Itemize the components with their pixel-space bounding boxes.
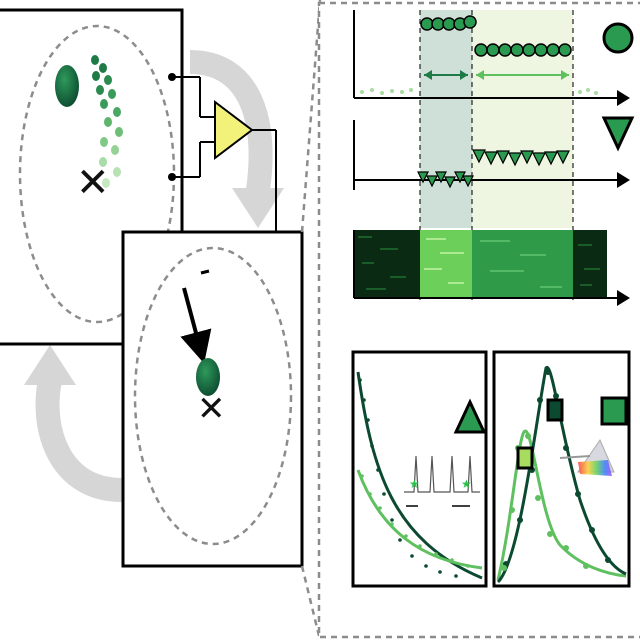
cross-icon: ✕ — [197, 389, 226, 429]
cell-blob — [55, 65, 79, 107]
band-light — [472, 10, 573, 228]
triangle-trace — [353, 120, 630, 190]
connector-line-bottom — [300, 565, 322, 640]
kymograph — [353, 230, 630, 306]
prism-icon — [559, 438, 615, 476]
tracking-arrow — [180, 287, 212, 364]
field-panel-2: ✕ — [121, 230, 304, 568]
square-marker — [516, 446, 534, 470]
triangle-down-marker — [601, 116, 635, 152]
analysis-region: ★ ★ — [317, 1, 640, 639]
circle-marker — [602, 22, 634, 54]
triangle-marker-group — [417, 149, 570, 189]
molecule-track — [91, 55, 123, 188]
cell-blob-2 — [196, 358, 220, 396]
circle-marker-group — [420, 15, 572, 57]
field-of-view-circle-2 — [133, 246, 293, 546]
pulse-train — [404, 455, 480, 493]
loop-arrow-bottom-head — [24, 345, 76, 385]
loop-arrow-top-head — [232, 188, 284, 228]
band-dark — [420, 10, 472, 228]
triangle-up-marker — [453, 398, 487, 434]
baseline-dots — [360, 88, 598, 95]
connector-line-top — [300, 0, 322, 233]
feedback-loop-arrows — [24, 50, 284, 502]
tick-mark — [200, 269, 210, 275]
star-icon: ★ — [461, 477, 472, 491]
decay-plot: ★ ★ — [351, 350, 488, 588]
loop-arrow-top — [189, 50, 273, 192]
cross-icon: ✕ — [76, 160, 110, 206]
square-marker — [546, 398, 564, 422]
loop-arrow-bottom — [35, 377, 123, 502]
circle-trace — [353, 10, 630, 106]
star-icon: ★ — [409, 477, 420, 491]
spectrum-plot — [492, 350, 631, 588]
square-marker — [600, 396, 628, 426]
amplifier-icon — [168, 73, 280, 246]
